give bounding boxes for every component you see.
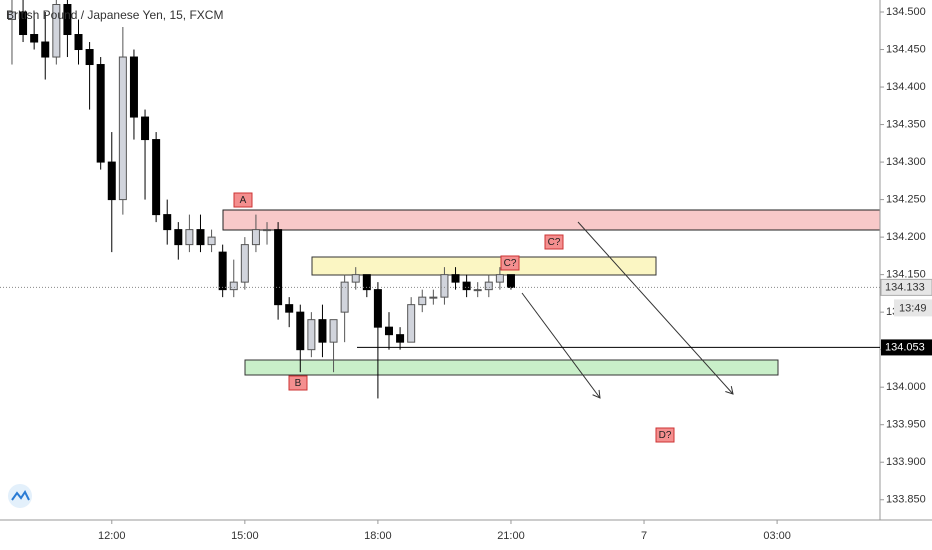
candle-body [318, 319, 327, 343]
countdown: 13:49 [899, 302, 927, 314]
candle-body [263, 229, 272, 232]
candle-body [440, 274, 449, 298]
candle-body [118, 56, 127, 201]
candle-body [196, 229, 205, 246]
y-tick-label: 134.500 [886, 6, 926, 18]
annotation-label: A [240, 195, 247, 206]
arrow [577, 221, 734, 395]
candle-body [506, 274, 515, 288]
arrow [521, 292, 601, 399]
candle-body [373, 289, 382, 328]
last-price-label-bg [880, 278, 932, 296]
candle-body [418, 296, 427, 306]
countdown-bg [894, 299, 932, 317]
candle-body [251, 229, 260, 246]
annotation-label: C? [548, 237, 561, 248]
annotation-box [655, 427, 675, 443]
candle-body [218, 251, 227, 291]
x-tick-label: 21:00 [497, 530, 525, 542]
candle-body [74, 34, 83, 51]
annotation-box [500, 255, 520, 271]
candle-body [107, 161, 116, 201]
candle-body [462, 281, 471, 291]
support-zone [244, 359, 779, 376]
candle-body [407, 304, 416, 343]
candle-body [340, 281, 349, 313]
candle-body [163, 214, 172, 231]
y-tick-label: 134.250 [886, 194, 926, 206]
candle-body [96, 64, 105, 163]
logo [8, 484, 32, 508]
candle-body [451, 274, 460, 283]
candle-body [141, 116, 150, 141]
horizontal-line-label: 134.053 [885, 341, 925, 353]
y-tick-label: 133.900 [886, 456, 926, 468]
candle-body [484, 281, 493, 291]
candle-body [429, 296, 438, 299]
resistance-zone [222, 209, 881, 231]
annotation-box [233, 192, 253, 208]
candle-body [240, 244, 249, 283]
candle-body [174, 229, 183, 246]
x-tick-label: 7 [641, 530, 647, 542]
candle-body [307, 319, 316, 351]
x-tick-label: 12:00 [98, 530, 126, 542]
candle-body [52, 4, 61, 58]
candle-body [229, 281, 238, 291]
annotation-label: C? [504, 258, 517, 269]
annotation-label: B [295, 378, 302, 389]
candle-body [329, 319, 338, 343]
annotation-box [544, 234, 564, 250]
candle-body [207, 236, 216, 246]
y-tick-label: 134.350 [886, 118, 926, 130]
candle-body [129, 56, 138, 118]
last-price-label: 134.133 [885, 281, 925, 293]
y-tick-label: 134.200 [886, 231, 926, 243]
candle-body [152, 139, 161, 216]
x-tick-label: 18:00 [364, 530, 392, 542]
annotation-label: D? [659, 430, 672, 441]
candle-body [396, 334, 405, 343]
candle-body [85, 49, 94, 66]
y-tick-label: 134.000 [886, 381, 926, 393]
annotation-box [288, 375, 308, 391]
candle-body [7, 11, 16, 21]
candle-body [19, 11, 28, 36]
candle-body [274, 229, 283, 306]
candle-body [63, 4, 72, 36]
candle-body [362, 274, 371, 291]
y-tick-label: 134.450 [886, 43, 926, 55]
x-tick-label: 03:00 [763, 530, 791, 542]
chart-title: British Pound / Japanese Yen, 15, FXCM [6, 8, 223, 22]
candle-body [30, 34, 39, 43]
mid-zone [311, 256, 657, 276]
candle-body [473, 289, 482, 292]
plot [7, 0, 515, 399]
y-tick-label: 133.850 [886, 494, 926, 506]
logo-mark [11, 490, 30, 501]
candle-body [296, 311, 305, 351]
candle-body [285, 304, 294, 313]
y-tick-label: 134.150 [886, 269, 926, 281]
y-tick-label: 134.400 [886, 81, 926, 93]
candle-body [185, 229, 194, 246]
y-tick-label: 133.950 [886, 419, 926, 431]
horizontal-line-label-bg [881, 339, 932, 356]
candle-body [351, 274, 360, 283]
candle-body [495, 274, 504, 283]
candle-body [384, 326, 393, 336]
y-tick-label: 134.300 [886, 156, 926, 168]
candle-body [41, 41, 50, 58]
x-tick-label: 15:00 [231, 530, 259, 542]
